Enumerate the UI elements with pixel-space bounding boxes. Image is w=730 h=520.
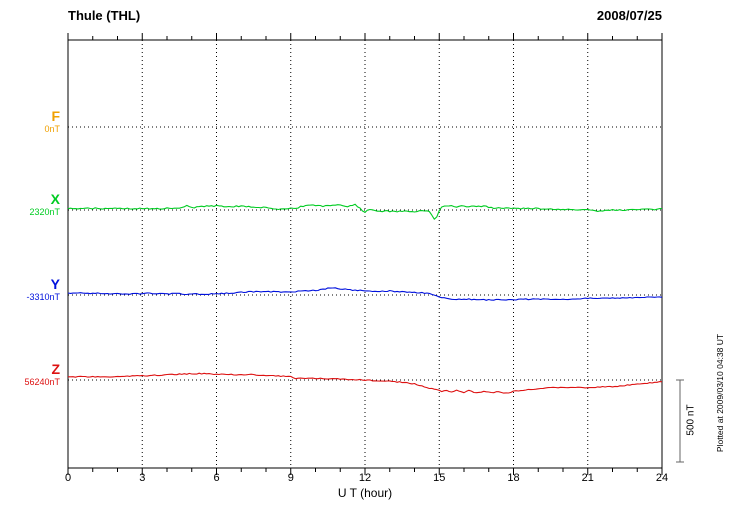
x-tick-label: 12: [358, 472, 372, 484]
series-name: X: [50, 191, 60, 207]
series-label-f: F 0nT: [2, 109, 60, 134]
x-tick-label: 24: [655, 472, 669, 484]
series-name: Y: [50, 276, 60, 292]
series-name: F: [51, 108, 60, 124]
x-tick-label: 21: [581, 472, 594, 484]
x-axis-label: U T (hour): [337, 486, 393, 500]
series-label-z: Z 56240nT: [2, 362, 60, 387]
station-title: Thule (THL): [68, 8, 141, 23]
x-tick-label: 6: [213, 472, 220, 484]
x-tick-label: 15: [433, 472, 446, 484]
series-baseline-value: 56240nT: [24, 377, 60, 387]
x-tick-label: 3: [139, 472, 146, 484]
x-tick-label: 9: [287, 472, 294, 484]
series-baseline-value: -3310nT: [26, 292, 60, 302]
scalebar-label: 500 nT: [685, 404, 697, 436]
series-name: Z: [51, 361, 60, 377]
series-label-y: Y -3310nT: [2, 277, 60, 302]
series-baseline-value: 2320nT: [29, 207, 60, 217]
series-label-x: X 2320nT: [2, 192, 60, 217]
date-label: 2008/07/25: [596, 8, 662, 23]
x-tick-label: 0: [64, 472, 72, 484]
series-baseline-value: 0nT: [44, 124, 60, 134]
plotted-note: Plotted at 2009/03/10 04:38 UT: [715, 333, 725, 453]
x-tick-label: 18: [507, 472, 520, 484]
